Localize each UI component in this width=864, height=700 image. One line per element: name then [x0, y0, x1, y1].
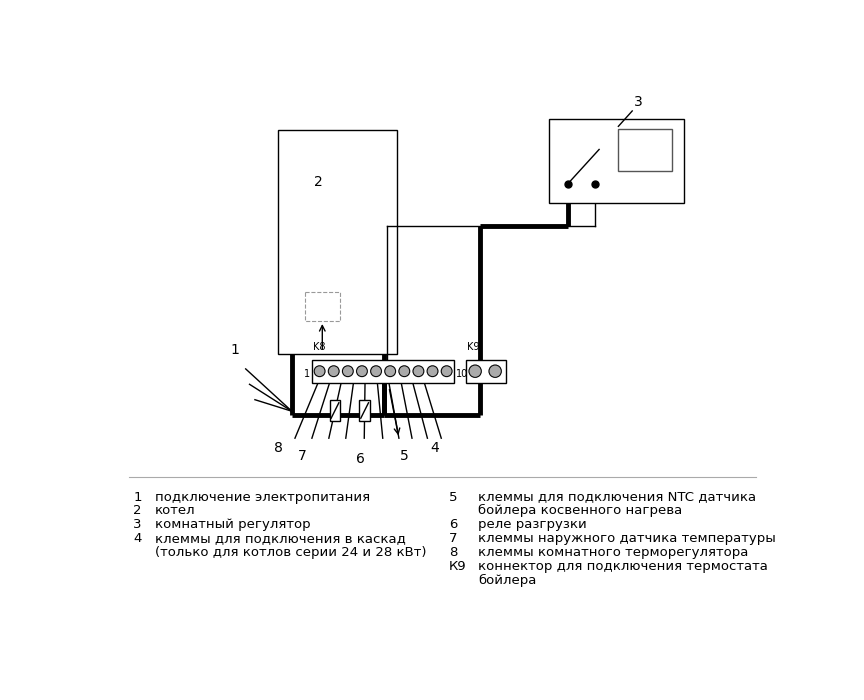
Circle shape: [342, 366, 353, 377]
Text: 4: 4: [133, 532, 142, 545]
Bar: [329, 400, 340, 421]
Text: 2: 2: [133, 505, 142, 517]
Bar: [466, 360, 506, 383]
Circle shape: [399, 366, 410, 377]
Text: бойлера: бойлера: [478, 574, 537, 587]
Circle shape: [328, 366, 339, 377]
Text: 6: 6: [449, 518, 457, 531]
Text: 1: 1: [231, 342, 239, 356]
Bar: [312, 360, 454, 383]
Text: 10: 10: [456, 369, 468, 379]
Circle shape: [427, 366, 438, 377]
Text: комнатный регулятор: комнатный регулятор: [155, 518, 310, 531]
Text: 5: 5: [449, 491, 457, 503]
Circle shape: [371, 366, 382, 377]
Circle shape: [314, 366, 325, 377]
Text: 1: 1: [304, 369, 310, 379]
Text: 2: 2: [314, 175, 322, 189]
Text: 8: 8: [274, 441, 283, 455]
Bar: [278, 130, 397, 354]
Text: клеммы комнатного терморегулятора: клеммы комнатного терморегулятора: [478, 546, 748, 559]
Text: коннектор для подключения термостата: коннектор для подключения термостата: [478, 560, 768, 573]
Circle shape: [384, 366, 396, 377]
Text: 3: 3: [133, 518, 142, 531]
Circle shape: [413, 366, 424, 377]
Text: 7: 7: [298, 449, 307, 463]
Bar: [359, 400, 370, 421]
Text: клеммы для подключения NTC датчика: клеммы для подключения NTC датчика: [478, 491, 756, 503]
Text: 3: 3: [634, 94, 643, 108]
Text: 4: 4: [431, 441, 440, 455]
Bar: [619, 129, 672, 171]
Text: 6: 6: [356, 452, 365, 466]
Text: бойлера косвенного нагрева: бойлера косвенного нагрева: [478, 505, 683, 517]
Text: К9: К9: [449, 560, 467, 573]
Text: 1: 1: [133, 491, 142, 503]
Text: (только для котлов серии 24 и 28 кВт): (только для котлов серии 24 и 28 кВт): [155, 546, 426, 559]
Circle shape: [469, 365, 481, 377]
Text: клеммы для подключения в каскад: клеммы для подключения в каскад: [155, 532, 406, 545]
Text: 5: 5: [400, 449, 409, 463]
Circle shape: [357, 366, 367, 377]
Circle shape: [489, 365, 501, 377]
Bar: [305, 292, 340, 321]
Text: котел: котел: [155, 505, 195, 517]
Text: K9: K9: [467, 342, 480, 352]
Text: 7: 7: [449, 532, 457, 545]
Text: 8: 8: [449, 546, 457, 559]
Text: реле разгрузки: реле разгрузки: [478, 518, 587, 531]
Text: клеммы наружного датчика температуры: клеммы наружного датчика температуры: [478, 532, 776, 545]
Text: K8: K8: [314, 342, 326, 352]
Circle shape: [442, 366, 452, 377]
Bar: [549, 118, 683, 203]
Text: подключение электропитания: подключение электропитания: [155, 491, 370, 503]
